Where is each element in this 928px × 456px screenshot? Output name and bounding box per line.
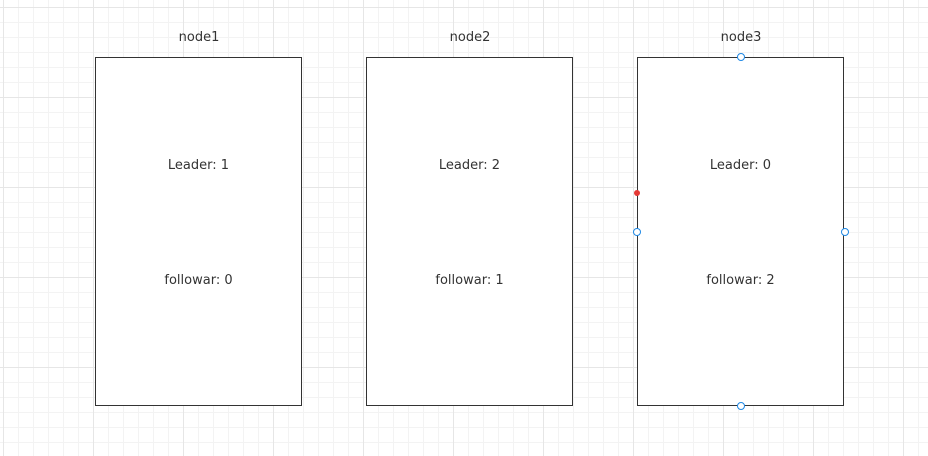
node1-follower-label: followar: 0 bbox=[164, 273, 233, 288]
node2-leader-label: Leader: 2 bbox=[438, 158, 501, 173]
resize-handle-top[interactable] bbox=[737, 53, 745, 61]
node3-title: node3 bbox=[720, 30, 762, 45]
node2-follower-label: followar: 1 bbox=[435, 273, 504, 288]
node1-title: node1 bbox=[178, 30, 220, 45]
node1-leader-label: Leader: 1 bbox=[167, 158, 230, 173]
node2-title: node2 bbox=[449, 30, 491, 45]
node3-follower-label: followar: 2 bbox=[706, 273, 775, 288]
resize-handle-bottom[interactable] bbox=[737, 402, 745, 410]
node2-box[interactable]: Leader: 2 followar: 1 bbox=[366, 57, 573, 406]
resize-handle-left[interactable] bbox=[633, 228, 641, 236]
connection-point-marker[interactable] bbox=[634, 190, 640, 196]
node1-box[interactable]: Leader: 1 followar: 0 bbox=[95, 57, 302, 406]
node3-box[interactable]: Leader: 0 followar: 2 bbox=[637, 57, 844, 406]
node3-leader-label: Leader: 0 bbox=[709, 158, 772, 173]
resize-handle-right[interactable] bbox=[841, 228, 849, 236]
